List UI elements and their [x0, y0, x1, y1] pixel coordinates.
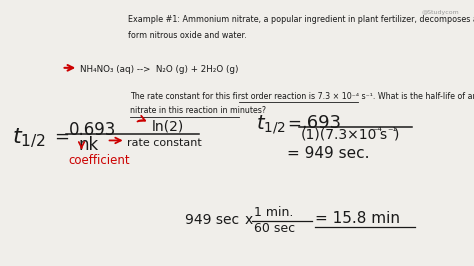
Text: Example #1: Ammonium nitrate, a popular ingredient in plant fertilizer, decompos: Example #1: Ammonium nitrate, a popular …: [128, 15, 474, 24]
Text: @Studycom: @Studycom: [422, 10, 460, 15]
Text: =: =: [287, 115, 301, 133]
Text: .693: .693: [301, 114, 341, 132]
Text: = 15.8 min: = 15.8 min: [315, 211, 400, 226]
Text: coefficient: coefficient: [69, 154, 130, 167]
Text: The rate constant for this first order reaction is 7.3 × 10⁻⁴ s⁻¹. What is the h: The rate constant for this first order r…: [130, 92, 474, 101]
Text: nitrate in this reaction in minutes?: nitrate in this reaction in minutes?: [130, 106, 266, 115]
Text: = 949 sec.: = 949 sec.: [287, 146, 369, 161]
Text: 60 sec: 60 sec: [254, 222, 295, 235]
Text: 949 sec: 949 sec: [185, 213, 239, 227]
Text: ): ): [393, 128, 399, 142]
Text: 1 min.: 1 min.: [254, 206, 293, 219]
Text: =: =: [55, 128, 70, 146]
Text: ⁻¹: ⁻¹: [388, 127, 398, 137]
Text: ln(2): ln(2): [152, 119, 184, 133]
Text: $t_{1/2}$: $t_{1/2}$: [12, 127, 46, 150]
Text: $t_{1/2}$: $t_{1/2}$: [256, 114, 286, 136]
Text: form nitrous oxide and water.: form nitrous oxide and water.: [128, 31, 246, 40]
Text: 0.693: 0.693: [69, 121, 116, 139]
Text: x: x: [244, 213, 252, 227]
Text: ⁻⁴: ⁻⁴: [372, 127, 382, 137]
Text: rate constant: rate constant: [127, 138, 202, 148]
Text: nk: nk: [78, 136, 99, 154]
Text: s: s: [379, 128, 386, 142]
Text: (1)(7.3×10: (1)(7.3×10: [301, 128, 377, 142]
Text: NH₄NO₃ (aq) -->  N₂O (g) + 2H₂O (g): NH₄NO₃ (aq) --> N₂O (g) + 2H₂O (g): [80, 65, 238, 74]
